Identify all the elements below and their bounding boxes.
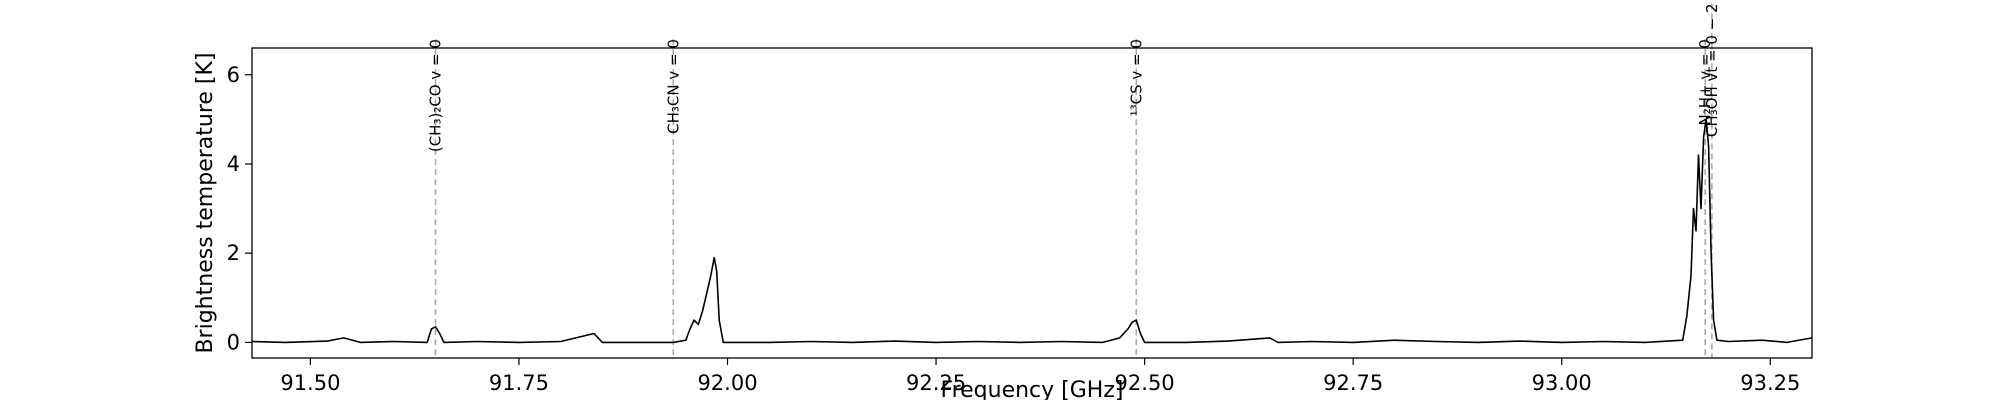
line-label-group: (CH₃)₂CO v = 0 CH₃CN v = 0 ¹³CS v = 0 N₂H+ … (427, 3, 1721, 152)
y-tick-label: 0 (227, 330, 240, 354)
line-marker-group (434, 3, 1713, 358)
plot-area (251, 118, 1813, 344)
line-label-4: CH₃OH vt = 0 − 2 (1703, 3, 1721, 137)
x-tick-label: 93.25 (1740, 371, 1800, 395)
x-tick-label: 92.00 (697, 371, 757, 395)
x-tick-label: 93.00 (1532, 371, 1592, 395)
y-tick-label: 6 (227, 63, 240, 87)
line-label-1: CH₃CN v = 0 (664, 39, 682, 134)
x-axis-label: Frequency [GHz] (941, 378, 1124, 400)
x-tick-label: 91.75 (489, 371, 549, 395)
x-tick-label: 92.25 (906, 371, 966, 395)
x-tick-label: 92.50 (1115, 371, 1175, 395)
plot-frame (251, 47, 1813, 359)
axes: 91.50 91.75 92.00 92.25 92.50 92.75 93.00 93.25… (227, 47, 1813, 395)
y-tick-label: 2 (227, 241, 240, 265)
y-tick-label: 4 (227, 152, 240, 176)
y-axis-label: Brightness temperature [K] (193, 52, 218, 353)
line-label-3: N₂H+ v = 0 (1696, 39, 1714, 125)
series-line-0 (251, 118, 1813, 344)
x-tick-label: 92.75 (1323, 371, 1383, 395)
line-label-0: (CH₃)₂CO v = 0 (427, 39, 445, 152)
x-tick-label: 91.50 (280, 371, 340, 395)
line-label-2: ¹³CS v = 0 (1127, 39, 1145, 116)
